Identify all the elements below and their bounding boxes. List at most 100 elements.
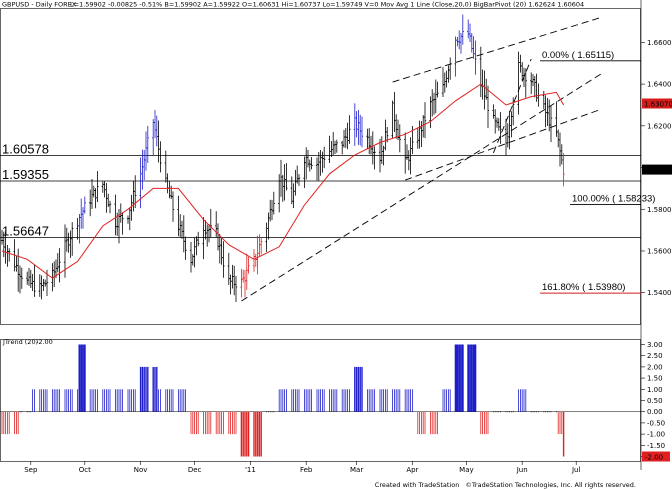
x-tick-label: Sep bbox=[24, 466, 38, 474]
price-bar bbox=[8, 248, 11, 262]
footer-credit: Created with TradeStation bbox=[375, 481, 460, 489]
price-bar bbox=[297, 174, 301, 186]
moving-average bbox=[1, 83, 565, 279]
price-bar bbox=[524, 68, 527, 98]
price-bar bbox=[272, 191, 275, 215]
price-bar bbox=[121, 212, 124, 235]
oscillator-y-axis: 3.00 2.50 2.00 1.50 1.00 0.50 0.00 -0.50 -1.00 -1… bbox=[641, 341, 670, 462]
fib-label: 0.00% ( 1.65115) bbox=[542, 50, 614, 61]
price-bar bbox=[71, 222, 74, 256]
level-label: 1.60578 bbox=[2, 141, 49, 156]
x-tick-label: '11 bbox=[245, 466, 256, 474]
price-bar bbox=[96, 171, 99, 203]
oscillator-badge-label: -2.00 bbox=[645, 453, 663, 461]
x-tick-label: Nov bbox=[134, 466, 148, 474]
y-tick-label: 1.62000 bbox=[647, 122, 672, 130]
price-bar bbox=[436, 81, 439, 98]
price-panel-frame bbox=[0, 8, 641, 325]
oscillator-y-tick-label: -1.50 bbox=[647, 442, 665, 450]
price-bar bbox=[512, 97, 515, 126]
level-label: 1.59355 bbox=[2, 167, 49, 182]
fib-label: 100.00% ( 1.58233) bbox=[572, 193, 655, 204]
price-bar bbox=[285, 163, 288, 191]
price-bar bbox=[549, 105, 553, 143]
trendline bbox=[405, 108, 602, 181]
oscillator-y-tick-label: 1.00 bbox=[647, 386, 663, 394]
price-bar bbox=[222, 241, 225, 278]
trendline bbox=[492, 58, 532, 154]
trendline bbox=[241, 73, 602, 302]
oscillator-y-tick-label: -1.00 bbox=[647, 431, 665, 439]
x-tick-label: Dec bbox=[188, 466, 202, 474]
chart-header-symbol: GBPUSD - Daily FOREX bbox=[2, 1, 77, 9]
price-bar bbox=[234, 276, 238, 302]
price-bar bbox=[146, 125, 149, 163]
x-tick-label: Jul bbox=[571, 466, 581, 474]
trendline bbox=[392, 16, 602, 83]
price-bar bbox=[247, 256, 250, 274]
price-bar bbox=[449, 57, 452, 80]
x-tick-label: Mar bbox=[350, 466, 363, 474]
oscillator-y-tick-label: 3.00 bbox=[647, 341, 663, 349]
oscillator-title: JTrend (20) bbox=[2, 338, 38, 346]
price-bar bbox=[33, 264, 36, 297]
oscillator-badge bbox=[642, 451, 670, 462]
price-bar bbox=[108, 200, 112, 214]
price-badge bbox=[642, 98, 672, 109]
y-tick-label: 1.56000 bbox=[647, 247, 672, 255]
price-bar bbox=[335, 139, 338, 153]
price-bar bbox=[461, 14, 464, 45]
oscillator-y-tick-label: -0.50 bbox=[647, 419, 665, 427]
moving-average-line bbox=[1, 83, 565, 279]
price-badge-label: 1.63070 bbox=[644, 100, 672, 108]
x-tick-label: Jun bbox=[516, 466, 528, 474]
fib-label: 161.80% ( 1.53980) bbox=[542, 282, 625, 293]
trendlines bbox=[241, 16, 602, 302]
price-bar bbox=[486, 85, 490, 128]
price-bar bbox=[184, 236, 187, 260]
price-bar bbox=[209, 208, 212, 238]
date-axis: Sep Oct Nov Dec '11 Feb Mar Apr May Jun Jul bbox=[24, 461, 580, 474]
y-tick-label: 1.58000 bbox=[647, 206, 672, 214]
level-label: 1.56647 bbox=[2, 223, 49, 238]
fibonacci-levels: 0.00% ( 1.65115) 100.00% ( 1.58233) 161.80… bbox=[540, 50, 655, 294]
oscillator-y-tick-label: 0.50 bbox=[647, 397, 663, 405]
price-bar bbox=[474, 40, 477, 75]
price-bar bbox=[499, 112, 502, 144]
price-bar bbox=[398, 124, 401, 153]
chart-header-quote: L=1.59902 -0.00825 -0.51% B=1.59902 A=1.… bbox=[70, 1, 584, 9]
oscillator-panel-frame bbox=[0, 339, 641, 462]
price-bars bbox=[0, 14, 565, 302]
price-bar bbox=[562, 153, 565, 187]
oscillator-y-tick-label: 2.00 bbox=[647, 363, 663, 371]
y-tick-label: 1.64000 bbox=[647, 81, 672, 89]
price-bar bbox=[323, 146, 326, 169]
y-tick-label: 1.54000 bbox=[647, 289, 672, 297]
price-badge bbox=[642, 164, 672, 175]
price-bar bbox=[360, 116, 364, 148]
oscillator-value: -2.00 bbox=[36, 338, 53, 346]
price-bar bbox=[134, 175, 137, 208]
price-bar bbox=[310, 157, 313, 170]
x-tick-label: Feb bbox=[300, 466, 313, 474]
price-bar bbox=[58, 248, 61, 283]
footer-copyright: ©TradeStation Technologies, Inc. All rig… bbox=[465, 481, 636, 489]
price-badge-label: 1.59902 bbox=[644, 166, 672, 174]
price-bar bbox=[171, 191, 175, 222]
footer-text: Created with TradeStation ©TradeStation … bbox=[375, 481, 636, 489]
price-bar bbox=[159, 141, 162, 173]
y-tick-label: 1.66000 bbox=[647, 39, 672, 47]
x-tick-label: Oct bbox=[79, 466, 91, 474]
price-bar bbox=[83, 196, 86, 214]
price-bar bbox=[260, 237, 263, 255]
oscillator-y-tick-label: 2.50 bbox=[647, 352, 663, 360]
x-tick-label: May bbox=[459, 466, 473, 474]
oscillator-bars bbox=[0, 344, 641, 457]
price-bar bbox=[197, 231, 200, 247]
x-tick-label: Apr bbox=[406, 466, 418, 474]
price-badges: 1.63070 1.59902 bbox=[642, 98, 672, 175]
oscillator-y-tick-label: 0.00 bbox=[647, 408, 663, 416]
price-bar bbox=[373, 146, 376, 170]
price-bar bbox=[20, 267, 23, 289]
